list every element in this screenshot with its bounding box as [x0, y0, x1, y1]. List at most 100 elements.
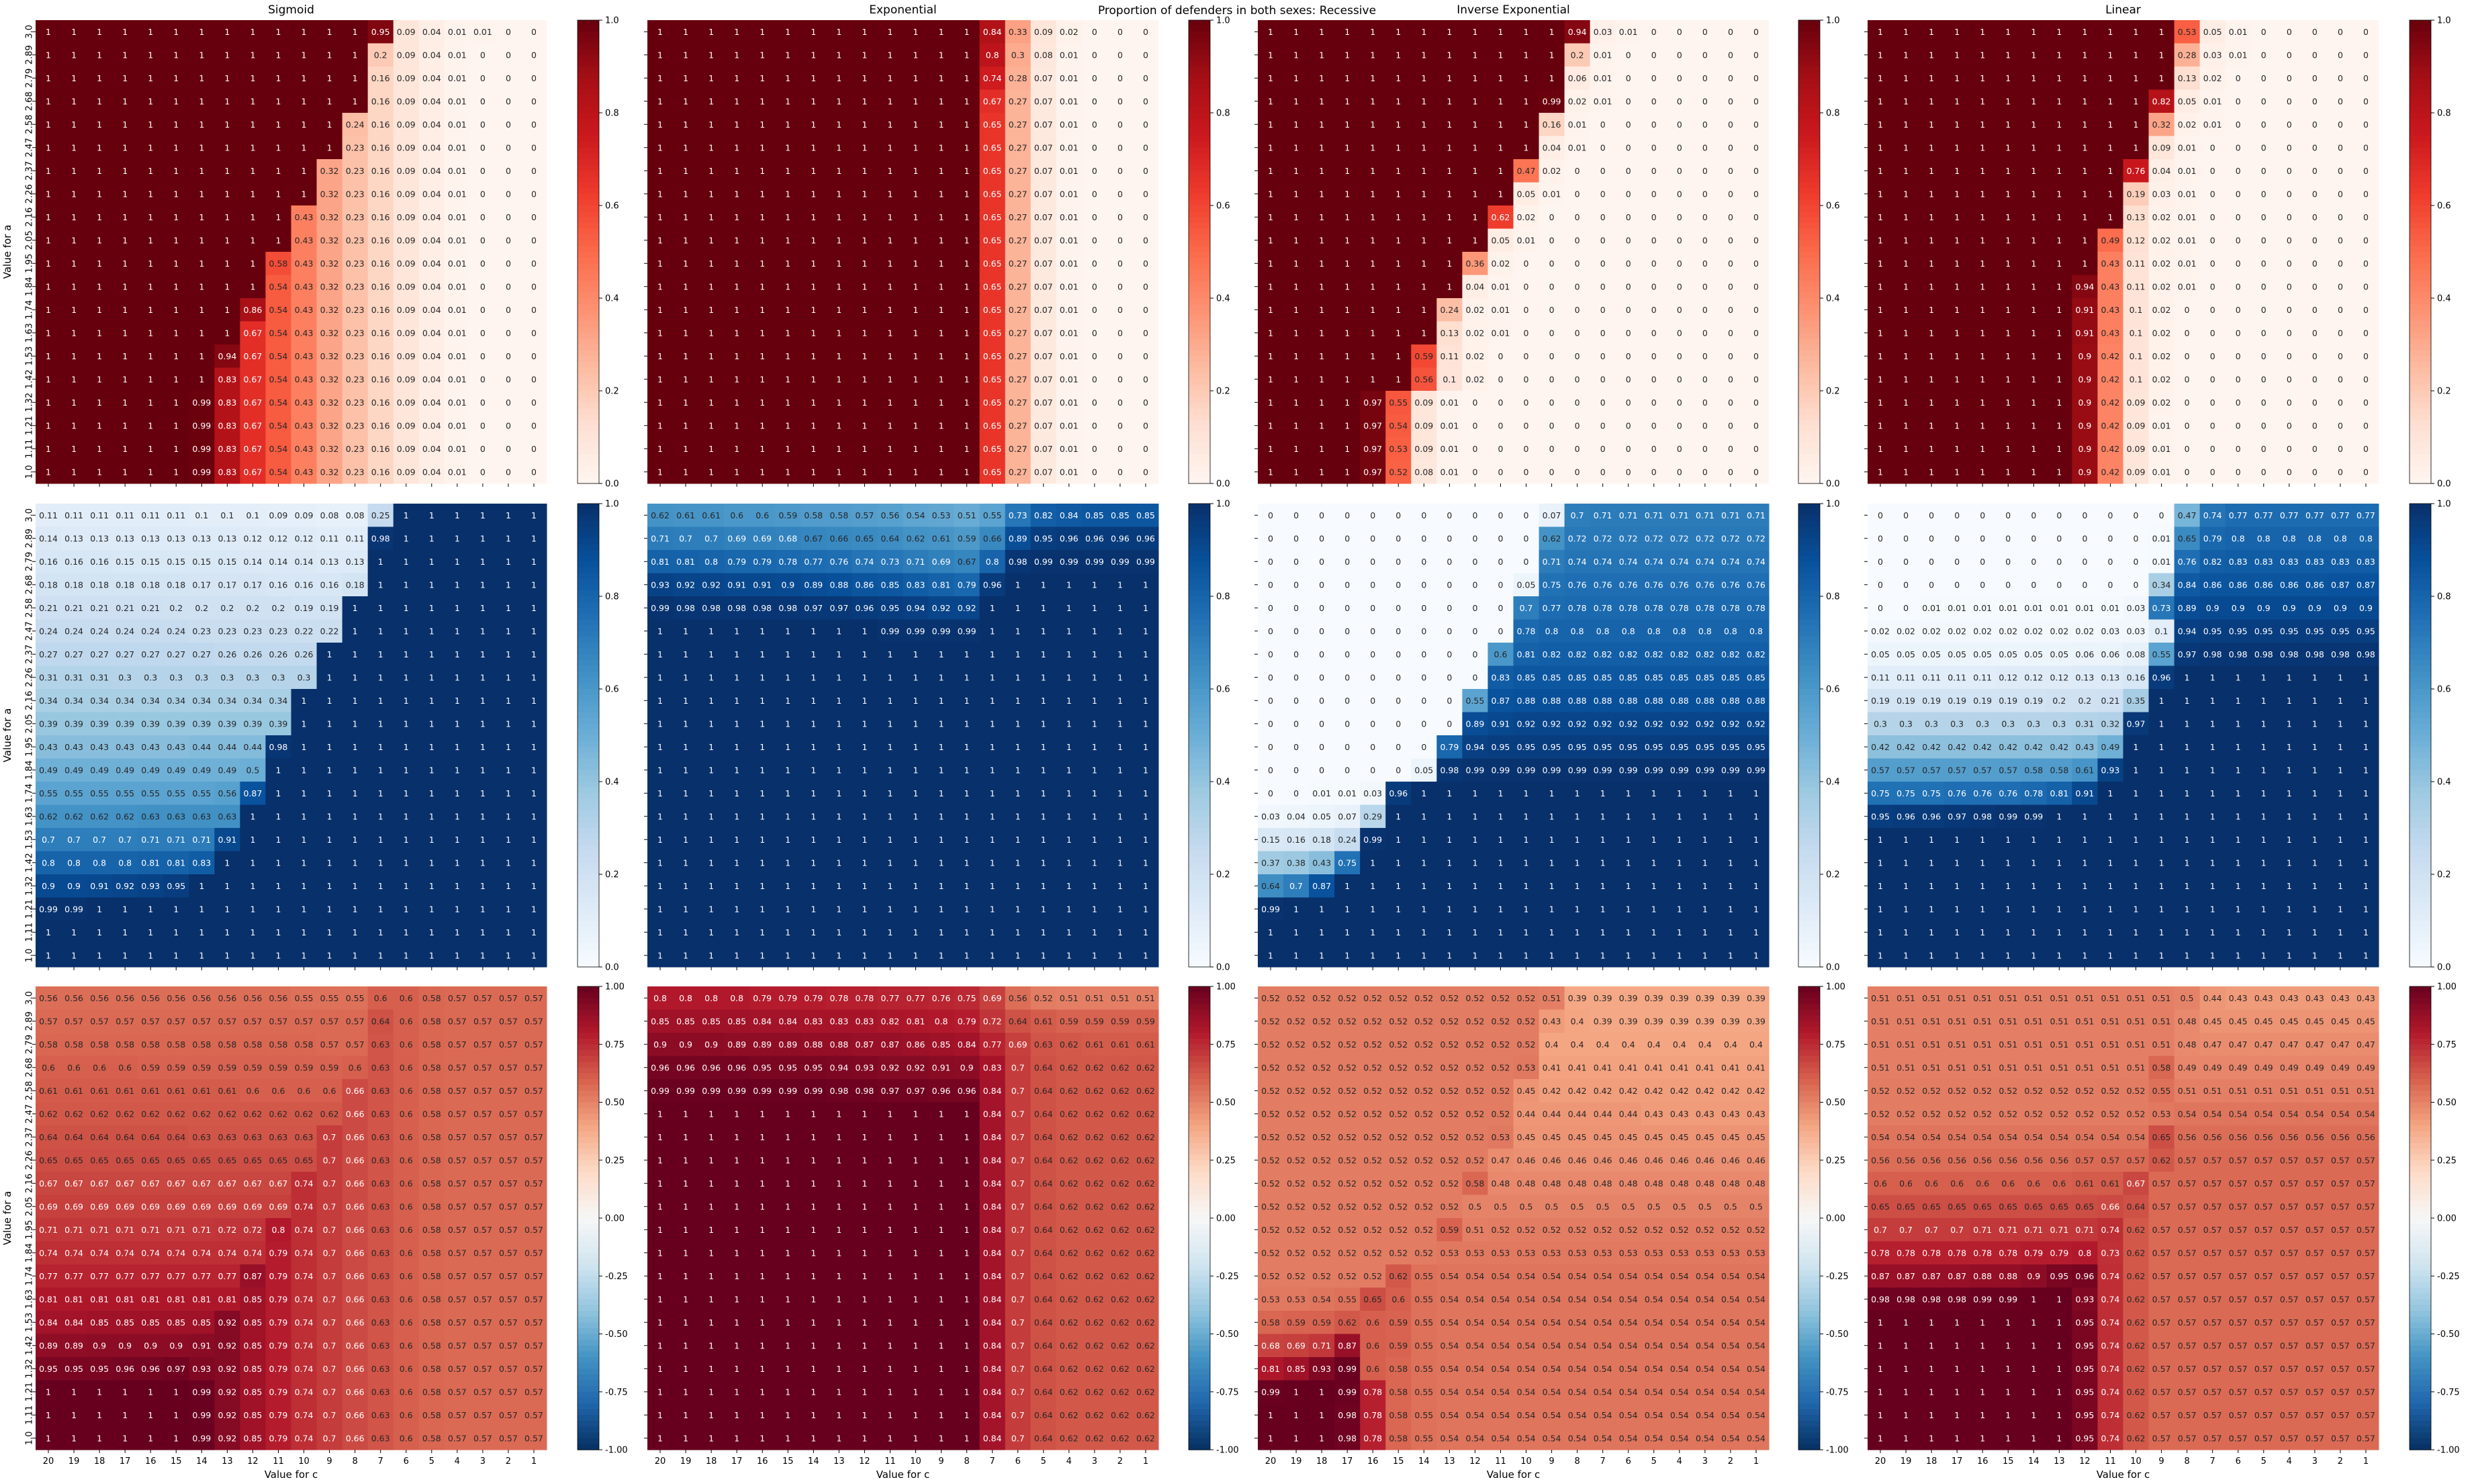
cell-value-label: 0	[2312, 235, 2318, 245]
cell-value-label: 1	[1293, 96, 1299, 106]
cell-value-label: 0	[531, 444, 537, 454]
cell-value-label: 1	[429, 950, 434, 960]
cell-value-label: 0.54	[269, 420, 288, 430]
cell-value-label: 1	[531, 533, 537, 543]
cell-value-label: 0	[2287, 398, 2292, 408]
cell-value-label: 1	[888, 166, 893, 176]
cell-value-label: 0.32	[320, 398, 339, 408]
cell-value-label: 1	[250, 927, 255, 937]
colorbar-segment	[578, 874, 599, 881]
cell-value-label: 1	[455, 579, 460, 590]
cell-value-label: 1	[2005, 444, 2011, 454]
cell-value-label: 1	[888, 420, 893, 430]
cell-value-label: 0	[1651, 259, 1657, 269]
colorbar-segment	[1798, 20, 1820, 27]
cell-value-label: 1	[760, 328, 765, 338]
cell-value-label: 1	[939, 27, 944, 37]
colorbar-segment	[1798, 269, 1820, 276]
cell-value-label: 0	[1472, 398, 1477, 408]
cell-value-label: 1	[148, 444, 153, 454]
cell-value-label: 0	[506, 73, 511, 83]
cell-value-label: 1	[888, 328, 893, 338]
colorbar-tick-label: 0.0	[2437, 479, 2451, 490]
y-tick-label: 1.53	[25, 830, 35, 849]
cell-value-label: 1	[455, 649, 460, 659]
cell-value-label: 1	[506, 696, 511, 706]
colorbar-segment	[1189, 327, 1210, 334]
heatmap-cell	[469, 20, 496, 44]
cell-value-label: 1	[939, 398, 944, 408]
cell-value-label: 1	[1903, 235, 1909, 245]
cell-value-label: 1	[199, 189, 204, 199]
cell-value-label: 1	[1344, 189, 1350, 199]
cell-value-label: 0.9	[2078, 374, 2091, 384]
cell-value-label: 0	[1702, 281, 1708, 291]
cell-value-label: 0	[2363, 328, 2369, 338]
cell-value-label: 0.27	[1009, 235, 1027, 245]
cell-value-label: 1	[785, 189, 790, 199]
cell-value-label: 1	[1954, 398, 1960, 408]
cell-value-label: 0	[1498, 374, 1503, 384]
cell-value-label: 1	[1395, 189, 1401, 199]
cell-value-label: 0	[1143, 328, 1148, 338]
cell-value-label: 0.53	[2178, 27, 2197, 37]
cell-value-label: 0.09	[397, 281, 416, 291]
cell-value-label: 1	[173, 189, 179, 199]
colorbar-segment	[578, 915, 599, 921]
cell-value-label: 0	[506, 189, 511, 199]
cell-value-label: 1	[1268, 73, 1273, 83]
cell-value-label: 0.27	[1009, 351, 1027, 361]
cell-value-label: 1	[2056, 120, 2062, 130]
cell-value-label: 0	[1117, 73, 1123, 83]
cell-value-label: 1	[1878, 212, 1883, 222]
cell-value-label: 0.06	[1568, 73, 1587, 83]
cell-value-label: 1	[1903, 420, 1909, 430]
colorbar-segment	[578, 414, 599, 420]
cell-value-label: 1	[404, 765, 409, 775]
colorbar-segment	[578, 654, 599, 661]
cell-value-label: 1	[71, 398, 77, 408]
cell-value-label: 0.01	[1440, 420, 1459, 430]
cell-value-label: 0	[2185, 305, 2190, 315]
cell-value-label: 1	[1395, 212, 1401, 222]
cell-value-label: 1	[964, 96, 970, 106]
cell-value-label: 0.7	[93, 835, 106, 845]
cell-value-label: 0	[506, 374, 511, 384]
cell-value-label: 1	[2107, 27, 2113, 37]
cell-value-label: 0	[2287, 73, 2292, 83]
cell-value-label: 1	[939, 50, 944, 60]
cell-value-label: 0	[1702, 420, 1708, 430]
cell-value-label: 1	[97, 235, 102, 245]
cell-value-label: 0.43	[2101, 281, 2120, 291]
cell-value-label: 0.65	[983, 420, 1002, 430]
cell-value-label: 1	[2005, 259, 2011, 269]
cell-value-label: 1	[122, 27, 128, 37]
cell-value-label: 1	[734, 626, 739, 636]
colorbar-segment	[578, 188, 599, 195]
cell-value-label: 1	[1344, 281, 1350, 291]
cell-value-label: 1	[811, 142, 816, 152]
cell-value-label: 0.27	[1009, 142, 1027, 152]
cell-value-label: 0	[2287, 444, 2292, 454]
colorbar-segment	[1189, 66, 1210, 73]
cell-value-label: 0	[2287, 142, 2292, 152]
cell-value-label: 0	[2210, 259, 2215, 269]
colorbar-segment	[2410, 437, 2431, 444]
cell-value-label: 0.83	[218, 444, 236, 454]
cell-value-label: 1	[531, 510, 537, 520]
cell-value-label: 1	[964, 235, 970, 245]
cell-value-label: 0	[2261, 351, 2266, 361]
colorbar-segment	[1798, 37, 1820, 44]
colorbar-segment	[578, 689, 599, 696]
colorbar-segment	[1798, 350, 1820, 357]
cell-value-label: 1	[1370, 328, 1375, 338]
cell-value-label: 0	[1117, 281, 1123, 291]
colorbar-segment	[578, 787, 599, 794]
cell-value-label: 1	[913, 398, 919, 408]
cell-value-label: 1	[657, 351, 663, 361]
cell-value-label: 0.04	[422, 166, 441, 176]
cell-value-label: 1	[683, 142, 688, 152]
cell-value-label: 1	[97, 420, 102, 430]
cell-value-label: 1	[275, 50, 281, 60]
cell-value-label: 0.66	[829, 533, 848, 543]
